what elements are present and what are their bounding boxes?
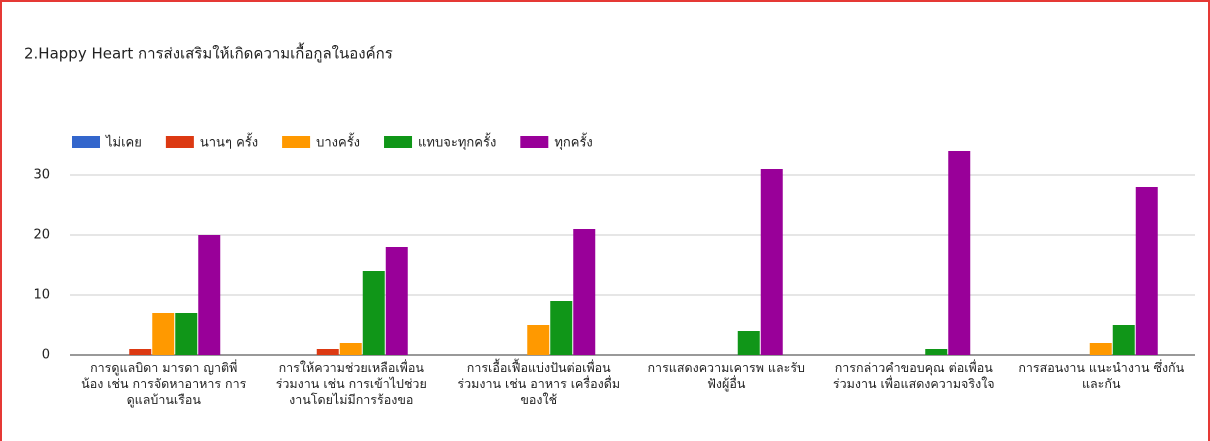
y-tick-label: 20 bbox=[33, 228, 50, 243]
y-tick-label: 0 bbox=[42, 348, 50, 363]
bar bbox=[152, 313, 175, 355]
legend-swatch bbox=[520, 136, 549, 148]
bar bbox=[737, 331, 760, 355]
x-tick-label: การกล่าวคำขอบคุณ ต่อเพื่อน ร่วมงาน เพื่อ… bbox=[832, 360, 995, 391]
legend-label: ไม่เคย bbox=[105, 135, 142, 151]
x-tick-label: การเอื้อเฟื้อแบ่งปันต่อเพื่อน ร่วมงาน เช… bbox=[457, 360, 621, 407]
legend-label: บางครั้ง bbox=[316, 133, 360, 151]
bar bbox=[1112, 325, 1135, 355]
legend-label: แทบจะทุกครั้ง bbox=[418, 133, 496, 151]
bar bbox=[573, 229, 596, 355]
bar bbox=[198, 235, 221, 355]
chart-title: 2.Happy Heart การส่งเสริมให้เกิดความเกื้… bbox=[24, 43, 393, 63]
y-tick-label: 10 bbox=[33, 288, 50, 303]
bar bbox=[1135, 187, 1158, 355]
bar bbox=[550, 301, 573, 355]
bar bbox=[129, 349, 152, 355]
bar bbox=[362, 271, 385, 355]
bar bbox=[1089, 343, 1112, 355]
bar bbox=[760, 169, 783, 355]
legend-label: นานๆ ครั้ง bbox=[200, 133, 258, 151]
x-tick-label: การดูแลบิดา มารดา ญาติพี่ น้อง เช่น การจ… bbox=[81, 360, 247, 407]
bar bbox=[385, 247, 408, 355]
bar bbox=[925, 349, 948, 355]
bar bbox=[527, 325, 550, 355]
x-tick-label: การแสดงความเคารพ และรับ ฟังผู้อื่น bbox=[647, 360, 805, 391]
x-tick-label: การสอนงาน แนะนำงาน ซึ่งกัน และกัน bbox=[1018, 360, 1185, 391]
legend-label: ทุกครั้ง bbox=[554, 133, 592, 151]
bar bbox=[175, 313, 198, 355]
legend-swatch bbox=[165, 136, 194, 148]
x-tick-label: การให้ความช่วยเหลือเพื่อน ร่วมงาน เช่น ก… bbox=[275, 360, 427, 407]
bar bbox=[316, 349, 339, 355]
bar bbox=[339, 343, 362, 355]
legend-swatch bbox=[72, 136, 100, 148]
y-tick-label: 30 bbox=[33, 168, 50, 183]
bar bbox=[948, 151, 971, 355]
legend-swatch bbox=[384, 136, 413, 148]
legend-swatch bbox=[282, 136, 311, 148]
